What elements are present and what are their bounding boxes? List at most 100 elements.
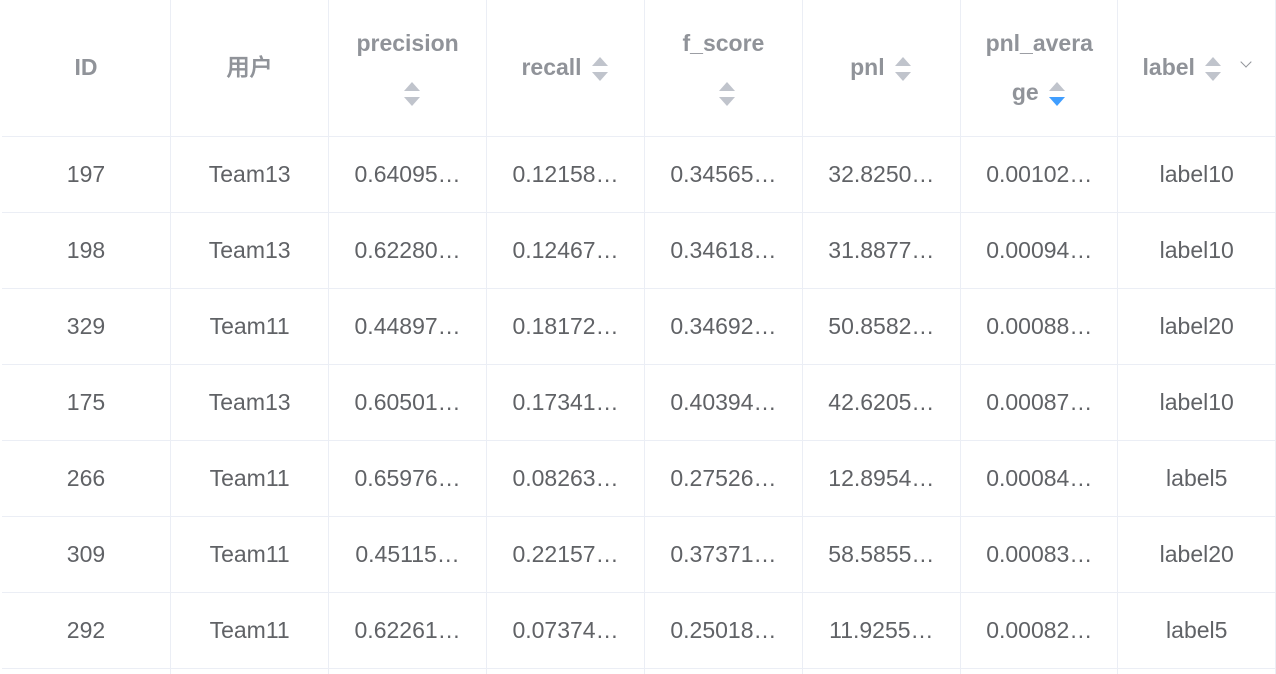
column-header-pnl[interactable]: pnl xyxy=(802,0,960,136)
sort-descending-caret-icon[interactable] xyxy=(592,72,608,81)
recall-sort-icon[interactable] xyxy=(590,56,610,82)
cell-label: label20 xyxy=(1118,288,1276,364)
cell-label: label10 xyxy=(1118,136,1276,212)
cell-precision: 0.45115… xyxy=(329,516,486,592)
sort-descending-caret-icon[interactable] xyxy=(404,97,420,106)
precision-sort-icon[interactable] xyxy=(402,81,422,107)
cell-pnl-average: 0.00102… xyxy=(961,136,1118,212)
cell-pnl: 42.6205… xyxy=(802,364,960,440)
sort-ascending-caret-icon[interactable] xyxy=(1049,82,1065,91)
sort-ascending-caret-icon[interactable] xyxy=(404,82,420,91)
cell-f-score: 0.34618… xyxy=(645,212,802,288)
cell-id: 309 xyxy=(2,516,170,592)
column-header-id: ID xyxy=(2,0,170,136)
column-header-user: 用户 xyxy=(170,0,328,136)
cell-pnl: 50.8582… xyxy=(802,288,960,364)
column-header-pnl-average-label-line2: ge xyxy=(1012,79,1039,105)
cell-pnl-average: 0.00083… xyxy=(961,516,1118,592)
cell-label: label5 xyxy=(1118,440,1276,516)
cell-f-score: 0.27526… xyxy=(645,440,802,516)
column-header-pnl-label: pnl xyxy=(850,54,885,80)
cell-f-score: 0.37371… xyxy=(645,516,802,592)
cell-pnl-average: 0.00084… xyxy=(961,440,1118,516)
column-header-precision[interactable]: precision xyxy=(329,0,486,136)
cell-id: 198 xyxy=(2,212,170,288)
sort-descending-caret-icon[interactable] xyxy=(719,97,735,106)
cell-pnl-average: 0.00094… xyxy=(961,212,1118,288)
label-sort-icon[interactable] xyxy=(1203,56,1223,82)
sort-descending-caret-icon[interactable] xyxy=(895,72,911,81)
cell-recall: 0.07374… xyxy=(486,592,644,668)
cell-pnl: 31.8877… xyxy=(802,212,960,288)
cell-user: Team13 xyxy=(170,212,328,288)
pnl-average-sort-icon[interactable] xyxy=(1047,81,1067,107)
cell-user: Team11 xyxy=(170,440,328,516)
cell-f-score: 0.40394… xyxy=(645,364,802,440)
column-header-pnl-average-label-line1: pnl_avera xyxy=(973,19,1105,68)
cell-user: Team11 xyxy=(170,288,328,364)
cell-precision: 0.60501… xyxy=(329,364,486,440)
column-header-f-score-label: f_score xyxy=(657,19,789,68)
cell-precision: 0.62261… xyxy=(329,592,486,668)
cell-id: 175 xyxy=(2,364,170,440)
table-row: 292 Team11 0.62261… 0.07374… 0.25018… 11… xyxy=(2,592,1276,668)
column-header-label-label: label xyxy=(1143,54,1195,80)
sort-ascending-caret-icon[interactable] xyxy=(895,57,911,66)
table-row: 198 Team13 0.62280… 0.12467… 0.34618… 31… xyxy=(2,212,1276,288)
column-header-pnl-average[interactable]: pnl_avera ge xyxy=(961,0,1118,136)
cell-precision: 0.65976… xyxy=(329,440,486,516)
column-header-recall[interactable]: recall xyxy=(486,0,644,136)
header-row: ID 用户 precision recall f_score pnl xyxy=(2,0,1276,136)
sort-ascending-caret-icon[interactable] xyxy=(1205,57,1221,66)
cell-recall: 0.08263… xyxy=(486,440,644,516)
column-header-id-label: ID xyxy=(74,54,97,80)
column-header-recall-label: recall xyxy=(521,54,581,80)
sort-ascending-caret-icon[interactable] xyxy=(592,57,608,66)
cell-pnl-average: 0.00087… xyxy=(961,364,1118,440)
table-row: 266 Team11 0.65976… 0.08263… 0.27526… 12… xyxy=(2,440,1276,516)
column-header-label[interactable]: label xyxy=(1118,0,1276,136)
column-header-precision-label: precision xyxy=(341,19,473,68)
sort-descending-caret-icon[interactable] xyxy=(1049,97,1065,106)
table-row: 309 Team11 0.45115… 0.22157… 0.37371… 58… xyxy=(2,516,1276,592)
cell-label: label10 xyxy=(1118,364,1276,440)
table-header: ID 用户 precision recall f_score pnl xyxy=(2,0,1276,136)
cell-id: 292 xyxy=(2,592,170,668)
cell-recall: 0.22157… xyxy=(486,516,644,592)
cell-pnl: 32.8250… xyxy=(802,136,960,212)
cell-f-score: 0.34692… xyxy=(645,288,802,364)
pnl-sort-icon[interactable] xyxy=(893,56,913,82)
cell-precision: 0.64095… xyxy=(329,136,486,212)
cell-pnl: 12.8954… xyxy=(802,440,960,516)
table-row: 197 Team13 0.64095… 0.12158… 0.34565… 32… xyxy=(2,136,1276,212)
cell-precision: 0.62280… xyxy=(329,212,486,288)
column-header-user-label: 用户 xyxy=(227,54,273,80)
cell-recall: 0.12158… xyxy=(486,136,644,212)
cell-recall: 0.12467… xyxy=(486,212,644,288)
table-row xyxy=(2,668,1276,674)
cell-user: Team13 xyxy=(170,136,328,212)
cell-pnl-average: 0.00082… xyxy=(961,592,1118,668)
cell-id: 197 xyxy=(2,136,170,212)
filter-chevron-down-icon[interactable] xyxy=(1241,58,1251,68)
cell-precision: 0.44897… xyxy=(329,288,486,364)
cell-user: Team13 xyxy=(170,364,328,440)
cell-recall: 0.17341… xyxy=(486,364,644,440)
sort-descending-caret-icon[interactable] xyxy=(1205,72,1221,81)
cell-f-score: 0.25018… xyxy=(645,592,802,668)
column-header-f-score[interactable]: f_score xyxy=(645,0,802,136)
f-score-sort-icon[interactable] xyxy=(717,81,737,107)
cell-user: Team11 xyxy=(170,592,328,668)
table-row: 329 Team11 0.44897… 0.18172… 0.34692… 50… xyxy=(2,288,1276,364)
sort-ascending-caret-icon[interactable] xyxy=(719,82,735,91)
cell-user: Team11 xyxy=(170,516,328,592)
cell-id: 329 xyxy=(2,288,170,364)
cell-label: label10 xyxy=(1118,212,1276,288)
table-row: 175 Team13 0.60501… 0.17341… 0.40394… 42… xyxy=(2,364,1276,440)
cell-recall: 0.18172… xyxy=(486,288,644,364)
cell-pnl: 11.9255… xyxy=(802,592,960,668)
cell-pnl-average: 0.00088… xyxy=(961,288,1118,364)
cell-label: label5 xyxy=(1118,592,1276,668)
cell-id: 266 xyxy=(2,440,170,516)
